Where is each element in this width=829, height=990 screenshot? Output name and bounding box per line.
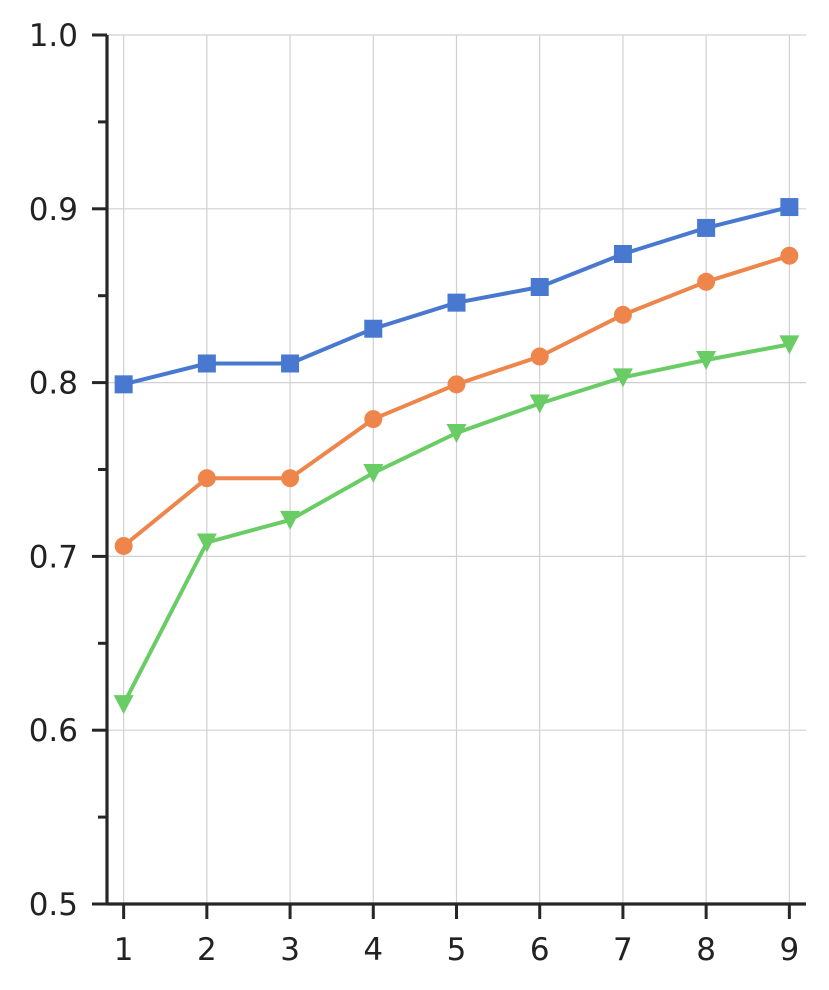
triangle-marker (363, 463, 384, 483)
circle-marker (364, 410, 383, 429)
series-group (113, 198, 800, 715)
triangle-marker (529, 394, 550, 414)
x-tick-label: 1 (114, 932, 134, 968)
triangle-marker (113, 695, 134, 715)
circle-marker (114, 536, 133, 555)
x-tick-label: 3 (280, 932, 300, 968)
circle-marker (697, 272, 716, 291)
x-tick-label: 5 (447, 932, 467, 968)
triangle-marker (779, 335, 800, 355)
y-tick-label: 0.5 (29, 887, 78, 923)
x-tick-label: 8 (696, 932, 716, 968)
square-marker (613, 244, 632, 263)
x-tick-label: 7 (613, 932, 633, 968)
y-tick-label: 1.0 (29, 18, 78, 54)
grid (107, 34, 806, 905)
triangle-marker (612, 368, 633, 388)
x-tick-label: 6 (530, 932, 550, 968)
circle-marker (281, 469, 300, 488)
circle-marker (197, 469, 216, 488)
triangle-marker (280, 510, 301, 530)
axes (92, 33, 806, 919)
square-marker (780, 198, 799, 217)
y-tick-label: 0.9 (29, 192, 78, 228)
x-tick-label: 2 (197, 932, 217, 968)
square-marker (697, 218, 716, 237)
square-marker (114, 375, 133, 394)
y-tick-label: 0.7 (29, 539, 78, 575)
series-2 (114, 246, 799, 555)
circle-marker (780, 246, 799, 265)
tick-labels: 0.5 0.6 0.7 0.8 0.9 1.0 1 2 3 4 5 6 7 8 9 (29, 18, 800, 968)
y-tick-label: 0.6 (29, 713, 78, 749)
series-3 (113, 335, 800, 715)
triangle-marker (446, 424, 467, 444)
circle-marker (530, 347, 549, 366)
square-marker (530, 278, 549, 297)
triangle-marker (696, 351, 717, 371)
circle-marker (447, 375, 466, 394)
y-tick-label: 0.8 (29, 366, 78, 402)
x-tick-label: 9 (779, 932, 799, 968)
square-marker (197, 354, 216, 373)
square-marker (364, 319, 383, 338)
square-marker (447, 293, 466, 312)
series-1 (114, 198, 799, 394)
square-marker (281, 354, 300, 373)
triangle-marker (196, 533, 217, 553)
circle-marker (613, 305, 632, 324)
x-tick-label: 4 (363, 932, 383, 968)
